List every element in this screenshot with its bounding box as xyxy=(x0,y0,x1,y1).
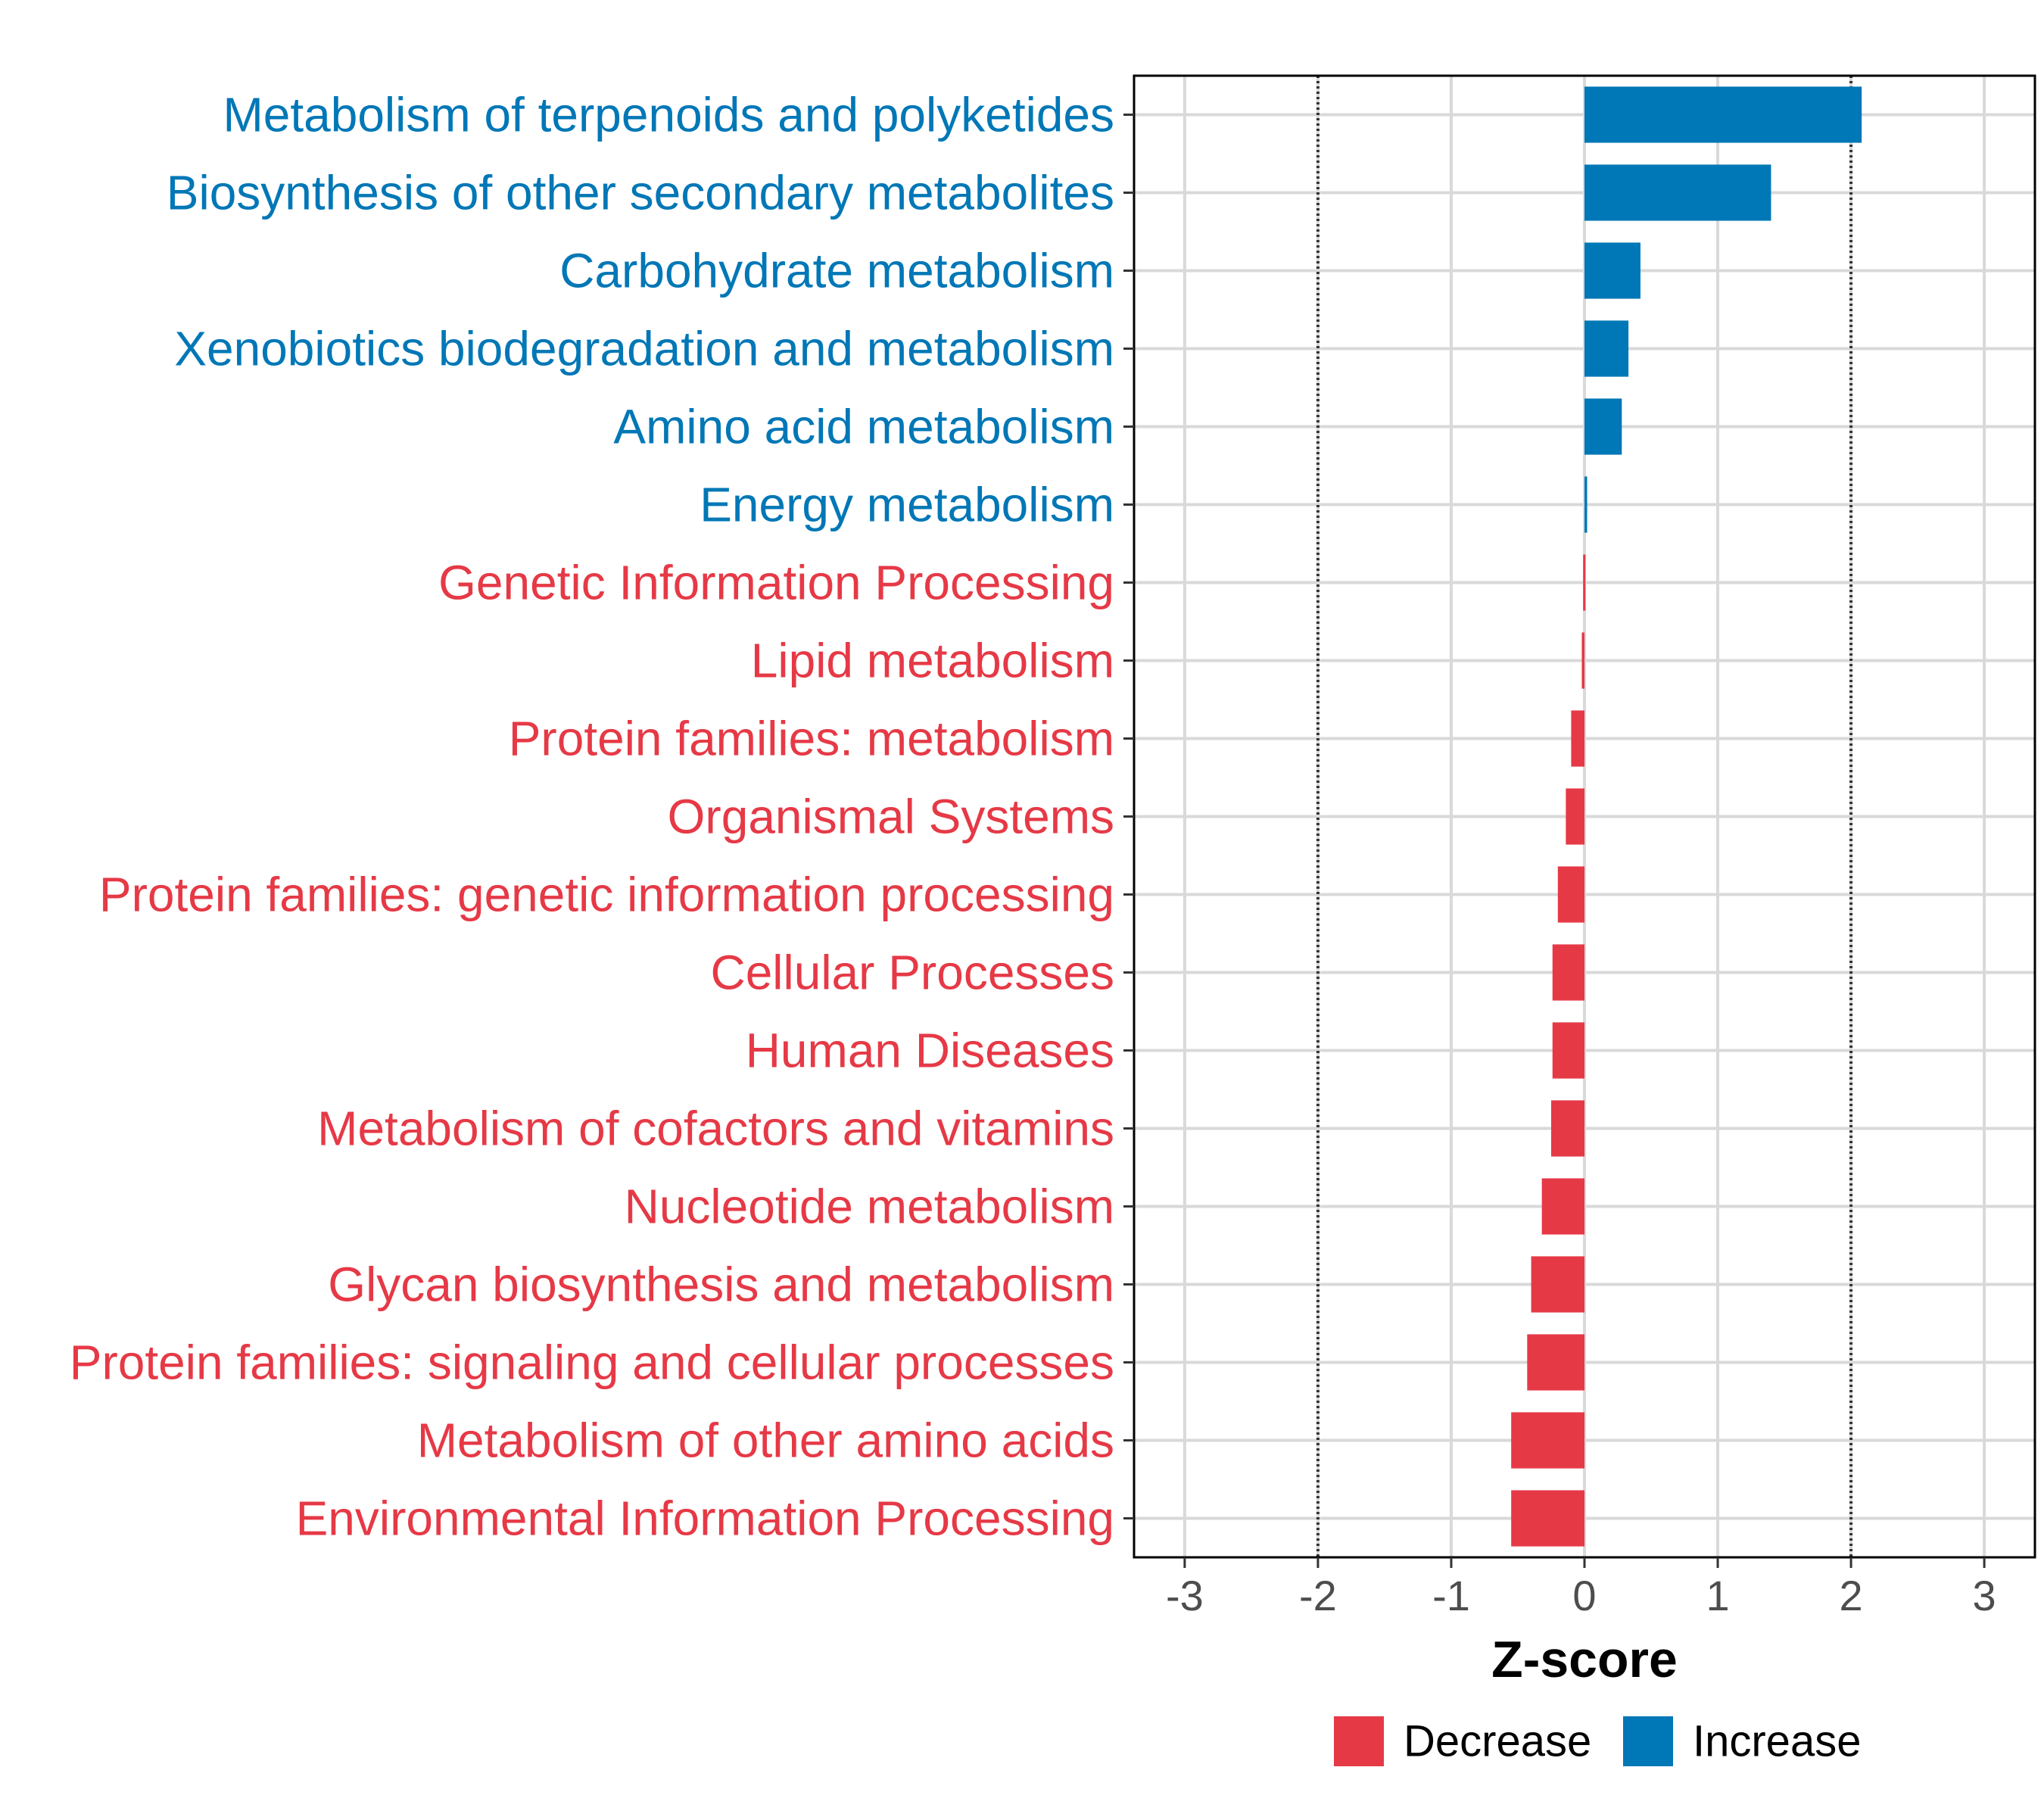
category-label: Lipid metabolism xyxy=(751,634,1114,688)
category-label: Human Diseases xyxy=(746,1024,1114,1078)
bar xyxy=(1571,710,1584,767)
bar xyxy=(1552,944,1584,1001)
category-label: Glycan biosynthesis and metabolism xyxy=(328,1258,1114,1312)
category-label: Protein families: signaling and cellular… xyxy=(70,1335,1114,1390)
category-label: Organismal Systems xyxy=(668,790,1114,844)
bar xyxy=(1511,1490,1584,1547)
legend: Decrease Increase xyxy=(1334,1716,1861,1766)
category-label: Metabolism of other amino acids xyxy=(417,1413,1114,1468)
bar xyxy=(1552,1022,1584,1079)
x-axis-ticks: -3 -2 -1 0 1 2 3 xyxy=(1166,1557,1996,1619)
category-label: Amino acid metabolism xyxy=(613,400,1114,454)
legend-label-increase: Increase xyxy=(1693,1717,1861,1766)
bar xyxy=(1584,320,1629,377)
legend-label-decrease: Decrease xyxy=(1404,1717,1591,1766)
y-axis-ticks xyxy=(1123,114,1134,1519)
bar xyxy=(1584,86,1862,143)
bar xyxy=(1584,242,1640,299)
category-label: Cellular Processes xyxy=(710,946,1114,1000)
x-tick-label: -1 xyxy=(1432,1572,1470,1619)
bar xyxy=(1527,1334,1584,1391)
bar xyxy=(1581,632,1584,689)
category-label: Nucleotide metabolism xyxy=(625,1180,1114,1234)
x-tick-label: 1 xyxy=(1706,1572,1729,1619)
category-label: Protein families: metabolism xyxy=(509,712,1114,766)
category-label: Carbohydrate metabolism xyxy=(559,244,1114,298)
category-label: Protein families: genetic information pr… xyxy=(99,868,1114,922)
category-label: Biosynthesis of other secondary metaboli… xyxy=(167,166,1114,220)
bar xyxy=(1557,866,1584,923)
x-tick-label: -3 xyxy=(1166,1572,1204,1619)
category-label: Energy metabolism xyxy=(700,478,1114,532)
bar xyxy=(1584,164,1771,221)
x-axis-title: Z-score xyxy=(1491,1631,1678,1688)
legend-key-decrease xyxy=(1334,1716,1384,1766)
category-label: Metabolism of cofactors and vitamins xyxy=(317,1102,1114,1156)
y-axis-category-labels: Metabolism of terpenoids and polyketides… xyxy=(70,88,1114,1546)
bar xyxy=(1511,1412,1584,1469)
bar xyxy=(1584,476,1588,533)
x-tick-label: 2 xyxy=(1839,1572,1862,1619)
bar xyxy=(1550,1100,1584,1157)
x-tick-label: 3 xyxy=(1973,1572,1996,1619)
legend-key-increase xyxy=(1623,1716,1673,1766)
bar xyxy=(1531,1256,1584,1313)
x-tick-label: 0 xyxy=(1572,1572,1596,1619)
bar xyxy=(1566,788,1584,845)
bars xyxy=(1511,86,1862,1547)
category-label: Metabolism of terpenoids and polyketides xyxy=(223,88,1114,142)
bar xyxy=(1584,398,1622,455)
category-label: Xenobiotics biodegradation and metabolis… xyxy=(174,322,1114,376)
category-label: Environmental Information Processing xyxy=(296,1491,1114,1546)
category-label: Genetic Information Processing xyxy=(438,556,1114,610)
x-tick-label: -2 xyxy=(1299,1572,1337,1619)
bar xyxy=(1541,1178,1584,1235)
bar xyxy=(1583,554,1586,611)
